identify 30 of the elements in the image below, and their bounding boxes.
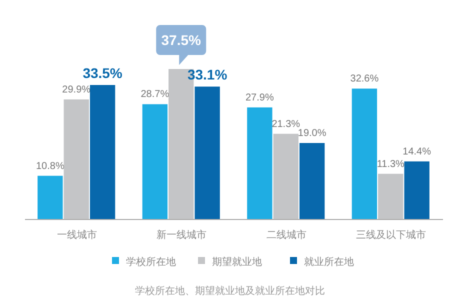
data-label: 33.1%: [187, 66, 228, 83]
bar: [378, 174, 404, 219]
bar: [38, 176, 63, 219]
data-label: 27.9%: [246, 92, 274, 104]
data-label: 33.5%: [82, 65, 123, 81]
bar: [404, 161, 430, 219]
data-label: 14.4%: [402, 146, 432, 158]
bar: [142, 104, 168, 219]
x-tick-label: 二线城市: [266, 229, 306, 241]
bar: [299, 143, 325, 219]
bar: [90, 85, 116, 219]
data-label: 11.3%: [376, 158, 405, 170]
data-label: 32.6%: [350, 74, 379, 85]
bar: [273, 134, 298, 219]
x-tick-label: 一线城市: [56, 229, 97, 241]
data-label: 10.8%: [36, 160, 64, 172]
bar: [247, 107, 272, 219]
data-label: 29.9%: [62, 84, 91, 96]
x-tick-label: 新一线城市: [156, 229, 207, 241]
bar: [352, 88, 378, 219]
bar: [64, 99, 89, 219]
x-tick-label: 三线及以下城市: [356, 229, 426, 241]
data-label: 37.5%: [161, 32, 202, 48]
legend-label: 就业所在地: [304, 256, 354, 268]
bar: [194, 86, 220, 219]
legend-label: 学校所在地: [126, 256, 176, 268]
data-label: 28.7%: [140, 89, 170, 100]
text: 学校所在地、期望就业地及就业所在地对比: [135, 285, 325, 297]
data-label: 19.0%: [298, 128, 326, 139]
legend-label: 期望就业地: [212, 256, 262, 268]
